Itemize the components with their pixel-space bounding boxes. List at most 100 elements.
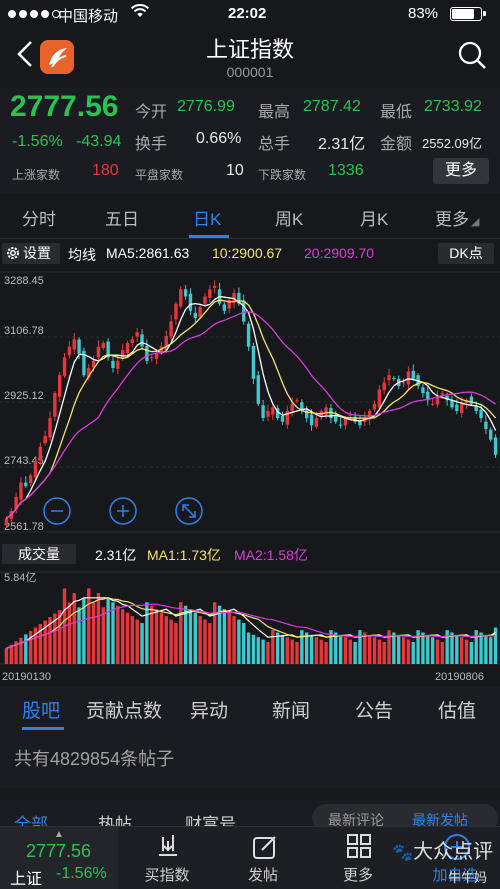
more-quote-button[interactable]: 更多 xyxy=(433,158,489,184)
mini-quote[interactable]: ▲ 2777.56 上证 -1.56% xyxy=(0,827,118,889)
candle-body xyxy=(256,375,260,404)
candle-body xyxy=(130,339,135,344)
candle-body xyxy=(280,415,285,422)
volume-bar xyxy=(387,630,391,664)
post-button[interactable]: 发帖 xyxy=(218,827,308,889)
volume-bar xyxy=(169,619,173,664)
zoom-in-button[interactable] xyxy=(109,497,137,525)
candlestick-chart[interactable]: 3288.45 3106.78 2925.12 2743.45 2561.78 xyxy=(0,266,500,540)
ma5-line xyxy=(6,295,497,519)
volume-bar xyxy=(324,641,328,664)
volume-bar xyxy=(179,602,183,664)
candle-body xyxy=(450,400,454,408)
volume-bar xyxy=(280,634,285,664)
tab-monthly-k[interactable]: 月K xyxy=(360,210,389,229)
tab-intraday[interactable]: 分时 xyxy=(22,210,56,229)
candle-body xyxy=(348,414,352,416)
tab-guba[interactable]: 股吧 xyxy=(22,701,61,722)
high-label: 最高 xyxy=(258,104,291,121)
volume-bar xyxy=(82,597,86,664)
page-title: 上证指数 xyxy=(205,37,294,62)
ma20-value: 20:2909.70 xyxy=(304,245,375,261)
volume-bar xyxy=(401,637,406,664)
back-icon[interactable] xyxy=(16,40,34,73)
volume-bar xyxy=(28,630,33,664)
sort-latest-comment[interactable]: 最新评论 xyxy=(328,812,384,828)
compose-icon xyxy=(253,836,276,859)
volume-bar xyxy=(242,623,246,664)
candle-body xyxy=(227,300,231,309)
tab-valuation[interactable]: 估值 xyxy=(438,701,477,722)
add-watchlist-button[interactable]: 加自选 xyxy=(410,827,500,889)
candle-body xyxy=(435,396,440,405)
carrier-name: 中国移动 xyxy=(58,8,119,25)
amount-label: 金额 xyxy=(380,136,413,153)
tab-daily-k[interactable]: 日K xyxy=(193,210,222,229)
buy-index-button[interactable]: 买指数 xyxy=(122,827,212,889)
fullscreen-button[interactable] xyxy=(175,497,203,525)
dk-point-button[interactable]: DK点 xyxy=(438,243,494,264)
candle-body xyxy=(164,335,168,351)
tab-contribution[interactable]: 贡献点数 xyxy=(86,701,163,722)
gear-icon xyxy=(5,245,21,267)
ma10-value: 10:2900.67 xyxy=(212,245,283,261)
volume-bar xyxy=(363,632,367,664)
volume-chart[interactable]: 5.84亿 20190130 20190806 xyxy=(0,566,500,684)
candle-body xyxy=(82,350,86,376)
settings-button[interactable]: 设置 xyxy=(2,243,60,264)
volume-bar xyxy=(208,623,212,664)
candle-body xyxy=(48,418,52,438)
volume-bar xyxy=(198,616,202,664)
tab-five-day[interactable]: 五日 xyxy=(105,210,139,229)
volume-bar xyxy=(193,612,197,664)
tab-more[interactable]: 更多 ◢ xyxy=(435,205,479,230)
candle-body xyxy=(116,360,120,369)
header: 上证指数 000001 xyxy=(0,28,500,86)
wifi-icon xyxy=(130,3,150,23)
sort-latest-post[interactable]: 最新发帖 xyxy=(412,812,468,828)
volume-current: 2.31亿 xyxy=(95,547,137,563)
candle-body xyxy=(309,414,314,426)
volume-value: 2.31亿 xyxy=(318,136,366,153)
volume-bar xyxy=(334,632,338,664)
volume-bar xyxy=(120,609,125,664)
tab-news[interactable]: 新闻 xyxy=(272,701,311,722)
period-tabs: 分时 五日 日K 周K 月K 更多 ◢ xyxy=(0,195,500,239)
volume-bar xyxy=(38,623,43,664)
tab-announcement[interactable]: 公告 xyxy=(355,701,394,722)
volume-bar xyxy=(295,641,299,664)
caret-up-icon: ▲ xyxy=(54,829,64,840)
candle-body xyxy=(271,407,275,415)
candle-body xyxy=(382,382,386,391)
volume-ma1: MA1:1.73亿 xyxy=(147,547,221,563)
volume-bar xyxy=(275,632,280,664)
volume-bar xyxy=(416,630,420,664)
clock: 22:02 xyxy=(228,5,267,22)
volume-bar xyxy=(222,609,227,664)
tab-movement[interactable]: 异动 xyxy=(190,701,229,722)
volume-bar xyxy=(164,616,168,664)
candle-body xyxy=(392,378,396,380)
volume-indicator-button[interactable]: 成交量 xyxy=(2,544,76,564)
zoom-out-button[interactable] xyxy=(43,497,71,525)
candle-body xyxy=(140,334,144,347)
volume-bar xyxy=(411,641,415,664)
volume-bar xyxy=(474,630,478,664)
search-icon[interactable] xyxy=(457,40,487,75)
more-button[interactable]: 更多 xyxy=(313,827,403,889)
candle-body xyxy=(290,403,294,411)
open-value: 2776.99 xyxy=(177,98,235,115)
paw-icon: 🐾 xyxy=(392,843,414,862)
volume-bar xyxy=(421,632,425,664)
candle-body xyxy=(426,391,430,401)
tab-weekly-k[interactable]: 周K xyxy=(275,210,304,229)
volume-ma2-line xyxy=(6,603,496,649)
settings-label: 设置 xyxy=(23,245,51,261)
candle-body xyxy=(242,300,246,322)
volume-bar: 成交量 2.31亿 MA1:1.73亿 MA2:1.58亿 xyxy=(0,543,500,565)
app-logo-icon xyxy=(40,40,74,74)
volume-bar xyxy=(338,634,343,664)
date-start: 20190130 xyxy=(2,671,51,683)
price-axis-label: 2925.12 xyxy=(4,390,44,402)
volume-bar xyxy=(183,605,188,664)
